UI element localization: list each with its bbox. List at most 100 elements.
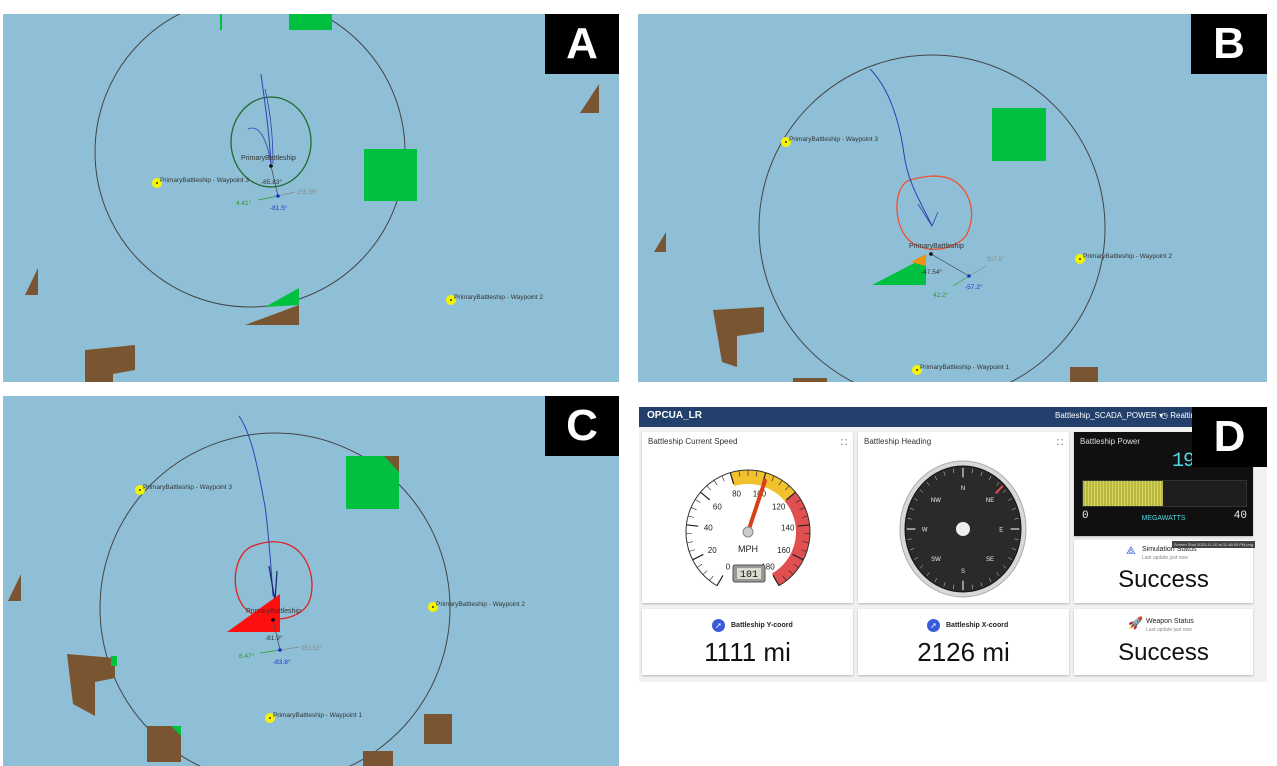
gauge-tick (700, 491, 711, 501)
heading-vector (270, 165, 279, 197)
vector-node (967, 274, 971, 278)
compass-direction-label: SW (931, 557, 941, 563)
speed-readout: 101 (740, 570, 758, 581)
gauge-tick (803, 541, 810, 544)
land-mass (424, 714, 452, 744)
waypoint-center (916, 369, 918, 371)
gauge-tick (778, 480, 783, 486)
speed-needle (746, 478, 767, 534)
range-circle (758, 54, 1106, 382)
sim-map-c: PrimaryBattleship PrimaryBattleship - Wa… (8, 415, 525, 766)
gauge-tick (792, 553, 804, 561)
panel-label-c: C (545, 396, 619, 456)
land-mass (8, 574, 21, 601)
gauge-tick (755, 470, 758, 477)
compass-tick (952, 468, 955, 474)
ship-trail (869, 68, 933, 227)
gauge-tick (689, 549, 695, 552)
gauge-tick (695, 499, 701, 503)
power-max: 40 (1233, 510, 1247, 522)
green-block (992, 108, 1046, 161)
green-marker (111, 656, 117, 666)
gauge-tick (706, 485, 711, 491)
compass-ticks: N NE E SE S SW W NW (906, 467, 1020, 591)
waypoint-center (139, 489, 141, 491)
ship-trail (238, 415, 274, 597)
vector-line (257, 195, 279, 201)
gauge-tick (729, 472, 735, 485)
ship-label: PrimaryBattleship (246, 608, 301, 615)
compass-tick (934, 475, 938, 481)
compass-tick (1011, 548, 1016, 551)
ship-marker (911, 254, 926, 266)
heading-card: Battleship Heading ⛶ N NE E SE S SW W NW (858, 432, 1069, 603)
gauge-tick (709, 575, 714, 581)
waypoint-label: PrimaryBattleship - Waypoint 3 (143, 484, 232, 491)
compass-direction-label: W (922, 528, 928, 534)
x-coord-card: ➚ Battleship X-coord 2126 mi (858, 609, 1069, 675)
compass-tick (980, 471, 983, 476)
gauge-tick-label: 40 (704, 523, 713, 532)
land-mass (85, 345, 135, 382)
angle-readout: -81.5° (270, 204, 288, 212)
land-mass (245, 305, 299, 325)
vector-line (279, 646, 300, 651)
gauge-tick-label: 0 (726, 563, 731, 572)
land-mass (384, 456, 399, 472)
gauge-tick (801, 549, 807, 552)
vector-line (952, 275, 970, 287)
needle-hub (742, 526, 754, 538)
sim-map-b: PrimaryBattleship PrimaryBattleship - Wa… (654, 54, 1172, 382)
time-range-button[interactable]: ◷ Realtim (1161, 411, 1197, 420)
heading-vector (930, 253, 970, 277)
compass-tick (996, 572, 1000, 576)
green-marker (872, 257, 926, 285)
heading-needle (995, 485, 1004, 495)
compass-tick (971, 468, 974, 474)
compass-tick (926, 482, 930, 486)
waypoint-label: PrimaryBattleship - Waypoint 2 (436, 601, 525, 608)
land-mass (654, 232, 666, 252)
angle-readout: 353.53° (301, 646, 322, 652)
power-unit: MEGAWATTS (1141, 515, 1186, 522)
compass-tick (1011, 507, 1016, 510)
heading-vector (272, 619, 281, 651)
ship-label: PrimaryBattleship (909, 243, 964, 250)
gauge-tick (802, 515, 808, 518)
panel-label-b: B (1191, 14, 1267, 74)
gauge-tick (788, 570, 794, 575)
dashboard-header: OPCUA_LR Battleship_SCADA_POWER ▾ ◷ Real… (639, 407, 1267, 427)
simulation-title: Simulation Status (1142, 546, 1197, 553)
land-mass (793, 378, 827, 382)
compass-tick (919, 489, 924, 493)
waypoint-label: PrimaryBattleship - Waypoint 1 (273, 712, 362, 719)
weapon-value: Success (1118, 639, 1209, 666)
y-coord-title: Battleship Y-coord (731, 622, 793, 629)
green-block (346, 456, 399, 509)
gauge-tick (697, 563, 703, 568)
selector-label: Battleship_SCADA_POWER (1055, 411, 1157, 420)
expand-icon[interactable]: ⛶ (1057, 438, 1063, 447)
scada-dashboard: OPCUA_LR Battleship_SCADA_POWER ▾ ◷ Real… (639, 407, 1267, 682)
waypoint-center (785, 141, 787, 143)
angle-readout: 6.47° (239, 652, 255, 660)
gauge-tick (688, 515, 694, 518)
compass-icon: ➚ (712, 619, 725, 632)
power-min: 0 (1082, 510, 1089, 522)
green-marker (220, 14, 222, 30)
gauge-tick (782, 575, 787, 581)
gauge-tick (686, 524, 699, 527)
dashboard-selector[interactable]: Battleship_SCADA_POWER ▾ (1055, 411, 1163, 420)
simulation-value: Success (1118, 566, 1209, 593)
gauge-tick-label: 20 (708, 546, 717, 555)
compass-tick (971, 584, 974, 590)
green-block (289, 14, 332, 30)
expand-icon[interactable]: ⛶ (841, 438, 847, 447)
angle-readout: -57.2° (965, 283, 983, 291)
compass-tick (934, 577, 938, 583)
turn-ring (234, 541, 313, 620)
compass: N NE E SE S SW W NW (899, 460, 1027, 598)
power-bar-track (1082, 480, 1247, 507)
waypoint-center (1079, 258, 1081, 260)
gauge-tick (795, 499, 801, 503)
